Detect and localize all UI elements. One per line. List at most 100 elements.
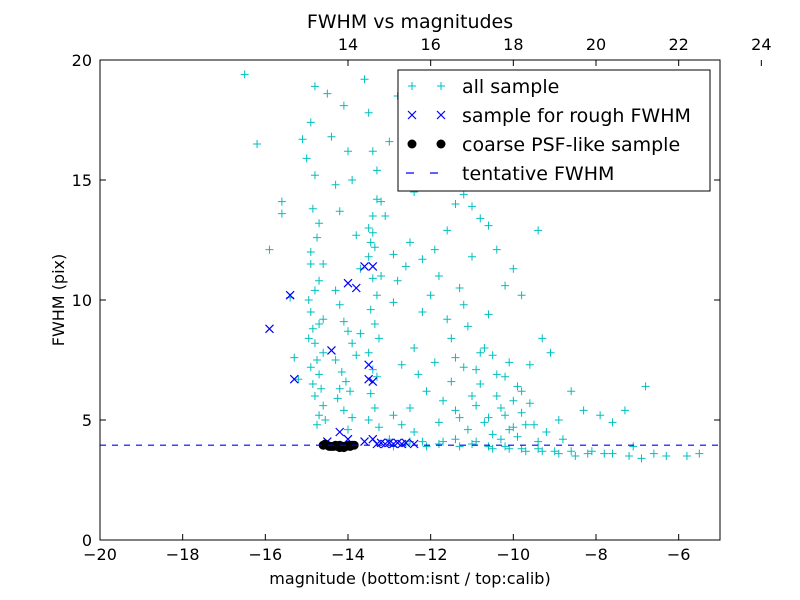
point-all-sample	[513, 432, 522, 441]
x-axis-label: magnitude (bottom:isnt / top:calib)	[269, 569, 550, 588]
point-all-sample	[315, 276, 324, 285]
point-all-sample	[517, 408, 526, 417]
point-all-sample	[459, 190, 468, 199]
point-all-sample	[319, 315, 328, 324]
point-all-sample	[310, 286, 319, 295]
point-all-sample	[321, 416, 330, 424]
point-all-sample	[304, 334, 313, 343]
point-coarse-psf	[335, 443, 345, 453]
point-all-sample	[339, 406, 348, 415]
point-all-sample	[366, 305, 375, 314]
point-all-sample	[315, 370, 324, 379]
point-all-sample	[662, 452, 671, 460]
point-all-sample	[682, 452, 691, 460]
point-all-sample	[521, 420, 530, 429]
point-all-sample	[629, 442, 638, 451]
x-tick-label: −10	[496, 545, 530, 564]
x-tick-label: −14	[331, 545, 365, 564]
point-all-sample	[468, 252, 476, 261]
point-all-sample	[323, 89, 332, 98]
point-all-sample	[397, 360, 406, 369]
point-rough-fwhm	[409, 439, 419, 449]
tick-layer: −20 −18 −16 −14 −12 −10 −8 −6 0 5 10 15 20 14 16 18 20 22…	[72, 35, 772, 564]
point-all-sample	[335, 300, 344, 309]
top-tick-label: 22	[668, 35, 688, 54]
point-all-sample	[308, 324, 317, 333]
legend-mark-all-sample	[408, 82, 416, 90]
point-all-sample	[344, 147, 352, 156]
legend-mark-all-sample	[437, 82, 445, 90]
point-all-sample	[554, 449, 563, 458]
point-all-sample	[501, 372, 510, 381]
point-all-sample	[317, 384, 326, 393]
top-tick-label: 18	[503, 35, 523, 54]
x-tick-label: −20	[83, 545, 117, 564]
y-tick-label: 0	[82, 531, 92, 550]
point-all-sample	[339, 317, 348, 326]
point-all-sample	[501, 442, 510, 451]
top-tick-label: 24	[751, 35, 771, 54]
point-all-sample	[377, 272, 386, 280]
x-tick-label: −6	[667, 545, 691, 564]
point-all-sample	[455, 442, 464, 451]
point-all-sample	[385, 137, 394, 146]
point-coarse-psf	[320, 439, 330, 449]
point-rough-fwhm	[343, 278, 353, 288]
point-all-sample	[600, 449, 609, 458]
point-all-sample	[567, 447, 576, 456]
point-all-sample	[298, 135, 307, 144]
point-all-sample	[414, 370, 423, 379]
point-all-sample	[253, 140, 262, 148]
point-all-sample	[352, 231, 361, 240]
point-all-sample	[348, 176, 357, 184]
point-all-sample	[434, 440, 443, 448]
point-all-sample	[517, 291, 526, 300]
point-all-sample	[484, 413, 493, 422]
point-all-sample	[346, 387, 355, 396]
point-all-sample	[530, 420, 538, 429]
point-all-sample	[484, 221, 493, 230]
point-all-sample	[381, 212, 390, 220]
point-rough-fwhm	[335, 427, 345, 437]
x-tick-label: −12	[414, 545, 448, 564]
point-all-sample	[695, 449, 704, 458]
point-rough-fwhm	[368, 261, 378, 271]
point-all-sample	[434, 272, 443, 280]
point-all-sample	[418, 308, 427, 316]
point-all-sample	[439, 437, 448, 446]
point-all-sample	[550, 447, 559, 456]
point-all-sample	[641, 382, 650, 391]
point-all-sample	[455, 284, 464, 292]
point-all-sample	[439, 396, 448, 405]
point-all-sample	[333, 394, 342, 403]
point-all-sample	[410, 428, 419, 436]
point-all-sample	[306, 118, 315, 127]
point-all-sample	[476, 348, 485, 357]
y-axis-label: FWHM (pix)	[49, 254, 68, 347]
legend-mark-rough-fwhm	[436, 110, 446, 120]
point-all-sample	[339, 101, 348, 110]
point-all-sample	[472, 365, 481, 374]
point-rough-fwhm	[364, 360, 374, 370]
point-all-sample	[366, 238, 375, 247]
point-all-sample	[492, 370, 501, 379]
point-all-sample	[308, 380, 317, 388]
point-all-sample	[344, 327, 352, 336]
point-all-sample	[558, 435, 567, 444]
point-all-sample	[319, 260, 328, 268]
point-all-sample	[517, 387, 526, 396]
point-all-sample	[306, 363, 315, 372]
point-all-sample	[451, 353, 460, 362]
point-all-sample	[310, 82, 319, 91]
point-all-sample	[389, 411, 398, 420]
point-rough-fwhm	[289, 374, 299, 384]
point-all-sample	[608, 418, 617, 427]
point-all-sample	[401, 262, 410, 271]
legend: all sample sample for rough FWHM coarse …	[397, 69, 711, 192]
point-all-sample	[368, 365, 377, 374]
point-all-sample	[463, 425, 472, 434]
point-all-sample	[368, 212, 377, 220]
point-all-sample	[596, 411, 605, 420]
point-all-sample	[368, 147, 377, 156]
point-all-sample	[368, 274, 377, 283]
